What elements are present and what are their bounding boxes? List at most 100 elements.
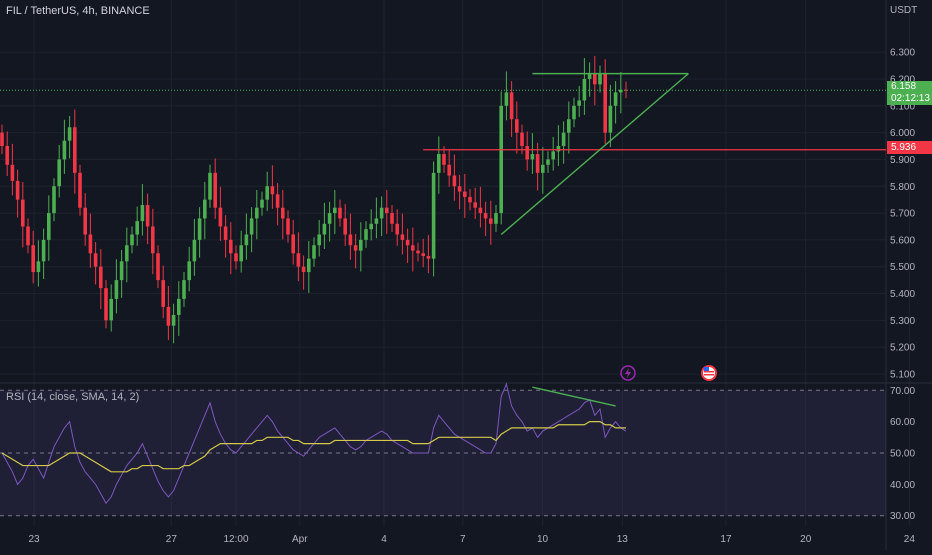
candle-body <box>307 258 311 273</box>
annotations <box>0 72 886 236</box>
candle-body <box>197 218 202 240</box>
candle-body <box>203 199 207 219</box>
candle-body <box>348 234 353 246</box>
candle-body <box>67 127 72 141</box>
candle-body <box>10 164 15 181</box>
time-tick-label: 24 <box>904 534 916 545</box>
candle-body <box>541 164 545 173</box>
candle-body <box>119 261 124 281</box>
price-axis[interactable]: 6.300 6.200 6.100 6.000 5.900 5.800 5.700 5.600… <box>890 48 915 523</box>
candle-body <box>166 306 171 326</box>
flag-canton <box>704 367 709 371</box>
candle-body <box>400 234 405 240</box>
candle-body <box>624 89 628 91</box>
rsi-tick-label: 50.00 <box>890 449 915 460</box>
candle-body <box>390 213 394 224</box>
candle-body <box>385 207 389 214</box>
price-tick-label: 5.800 <box>890 182 915 193</box>
candle-body <box>421 253 425 256</box>
candle-body <box>62 140 67 160</box>
candle-body <box>483 213 488 219</box>
candle-body <box>99 266 103 289</box>
candle-body <box>15 180 20 200</box>
candle-body <box>73 127 77 173</box>
candle-body <box>369 223 373 230</box>
candle-body <box>83 207 87 235</box>
candle-body <box>5 146 9 165</box>
candle-body <box>556 146 561 152</box>
candle-body <box>463 191 467 197</box>
time-tick-label: 7 <box>460 534 466 545</box>
candle-body <box>223 226 228 240</box>
lightning-glyph <box>625 368 631 378</box>
candle-body <box>265 186 269 200</box>
candle-body <box>192 239 197 262</box>
candle-body <box>322 223 327 235</box>
candle-body <box>109 298 113 321</box>
candle-body <box>489 218 493 224</box>
countdown-value: 02:12:13 <box>891 93 930 104</box>
candle-body <box>0 132 4 147</box>
candle-body <box>437 154 441 173</box>
candle-body <box>239 245 243 262</box>
candle-body <box>130 234 134 246</box>
rsi-divergence-line <box>532 386 616 407</box>
time-tick-label: 4 <box>381 534 387 545</box>
candle-body <box>499 105 503 214</box>
time-axis[interactable]: 23 27 12:00 Apr 4 7 10 13 17 20 24 <box>28 534 915 545</box>
candle-body <box>494 213 498 224</box>
rsi-pane <box>0 382 886 517</box>
candle-body <box>161 280 165 307</box>
last-price-tag: 6.158 02:12:13 <box>887 81 932 105</box>
candle-body <box>57 159 61 187</box>
candle-body <box>587 73 592 79</box>
candle-body <box>145 205 150 227</box>
rsi-title[interactable]: RSI (14, close, SMA, 14, 2) <box>6 391 140 403</box>
candle-body <box>442 154 446 165</box>
candle-body <box>504 92 509 106</box>
candle-body <box>520 132 524 147</box>
candle-body <box>608 105 613 133</box>
candle-body <box>78 172 82 208</box>
candle-body <box>603 73 607 133</box>
candle-body <box>208 172 212 200</box>
candle-body <box>229 239 233 254</box>
price-tick-label: 5.400 <box>890 289 915 300</box>
candle-body <box>619 89 623 93</box>
price-tick-label: 6.000 <box>890 128 915 139</box>
price-tick-label: 5.100 <box>890 369 915 380</box>
candle-body <box>93 253 98 267</box>
candle-body <box>431 172 436 259</box>
rsi-tick-label: 60.00 <box>890 417 915 428</box>
time-tick-label: 10 <box>537 534 549 545</box>
candle-body <box>36 261 41 273</box>
candle-body <box>255 207 259 219</box>
price-tick-label: 5.200 <box>890 343 915 354</box>
candle-body <box>598 73 602 85</box>
candle-body <box>561 132 566 147</box>
symbol-title[interactable]: FIL / TetherUS, 4h, BINANCE <box>6 5 150 17</box>
candle-body <box>374 218 379 224</box>
candle-body <box>473 202 477 208</box>
time-tick-label: 17 <box>720 534 732 545</box>
candle-body <box>41 239 46 262</box>
candle-body <box>353 245 358 251</box>
candle-body <box>613 92 618 106</box>
candle-body <box>270 186 275 195</box>
candle-body <box>177 298 181 315</box>
candle-body <box>567 119 571 133</box>
candle-body <box>296 253 301 267</box>
lightning-icon[interactable] <box>620 365 636 381</box>
candle-body <box>343 218 347 235</box>
candle-body <box>395 223 399 235</box>
candle-body <box>104 288 108 321</box>
candle-body <box>21 199 25 227</box>
candle-body <box>530 154 535 160</box>
candle-body <box>286 218 290 235</box>
candle-body <box>156 253 160 281</box>
event-icons[interactable] <box>620 365 717 381</box>
rsi-ma-line <box>1 421 626 473</box>
candle-body <box>572 105 576 120</box>
